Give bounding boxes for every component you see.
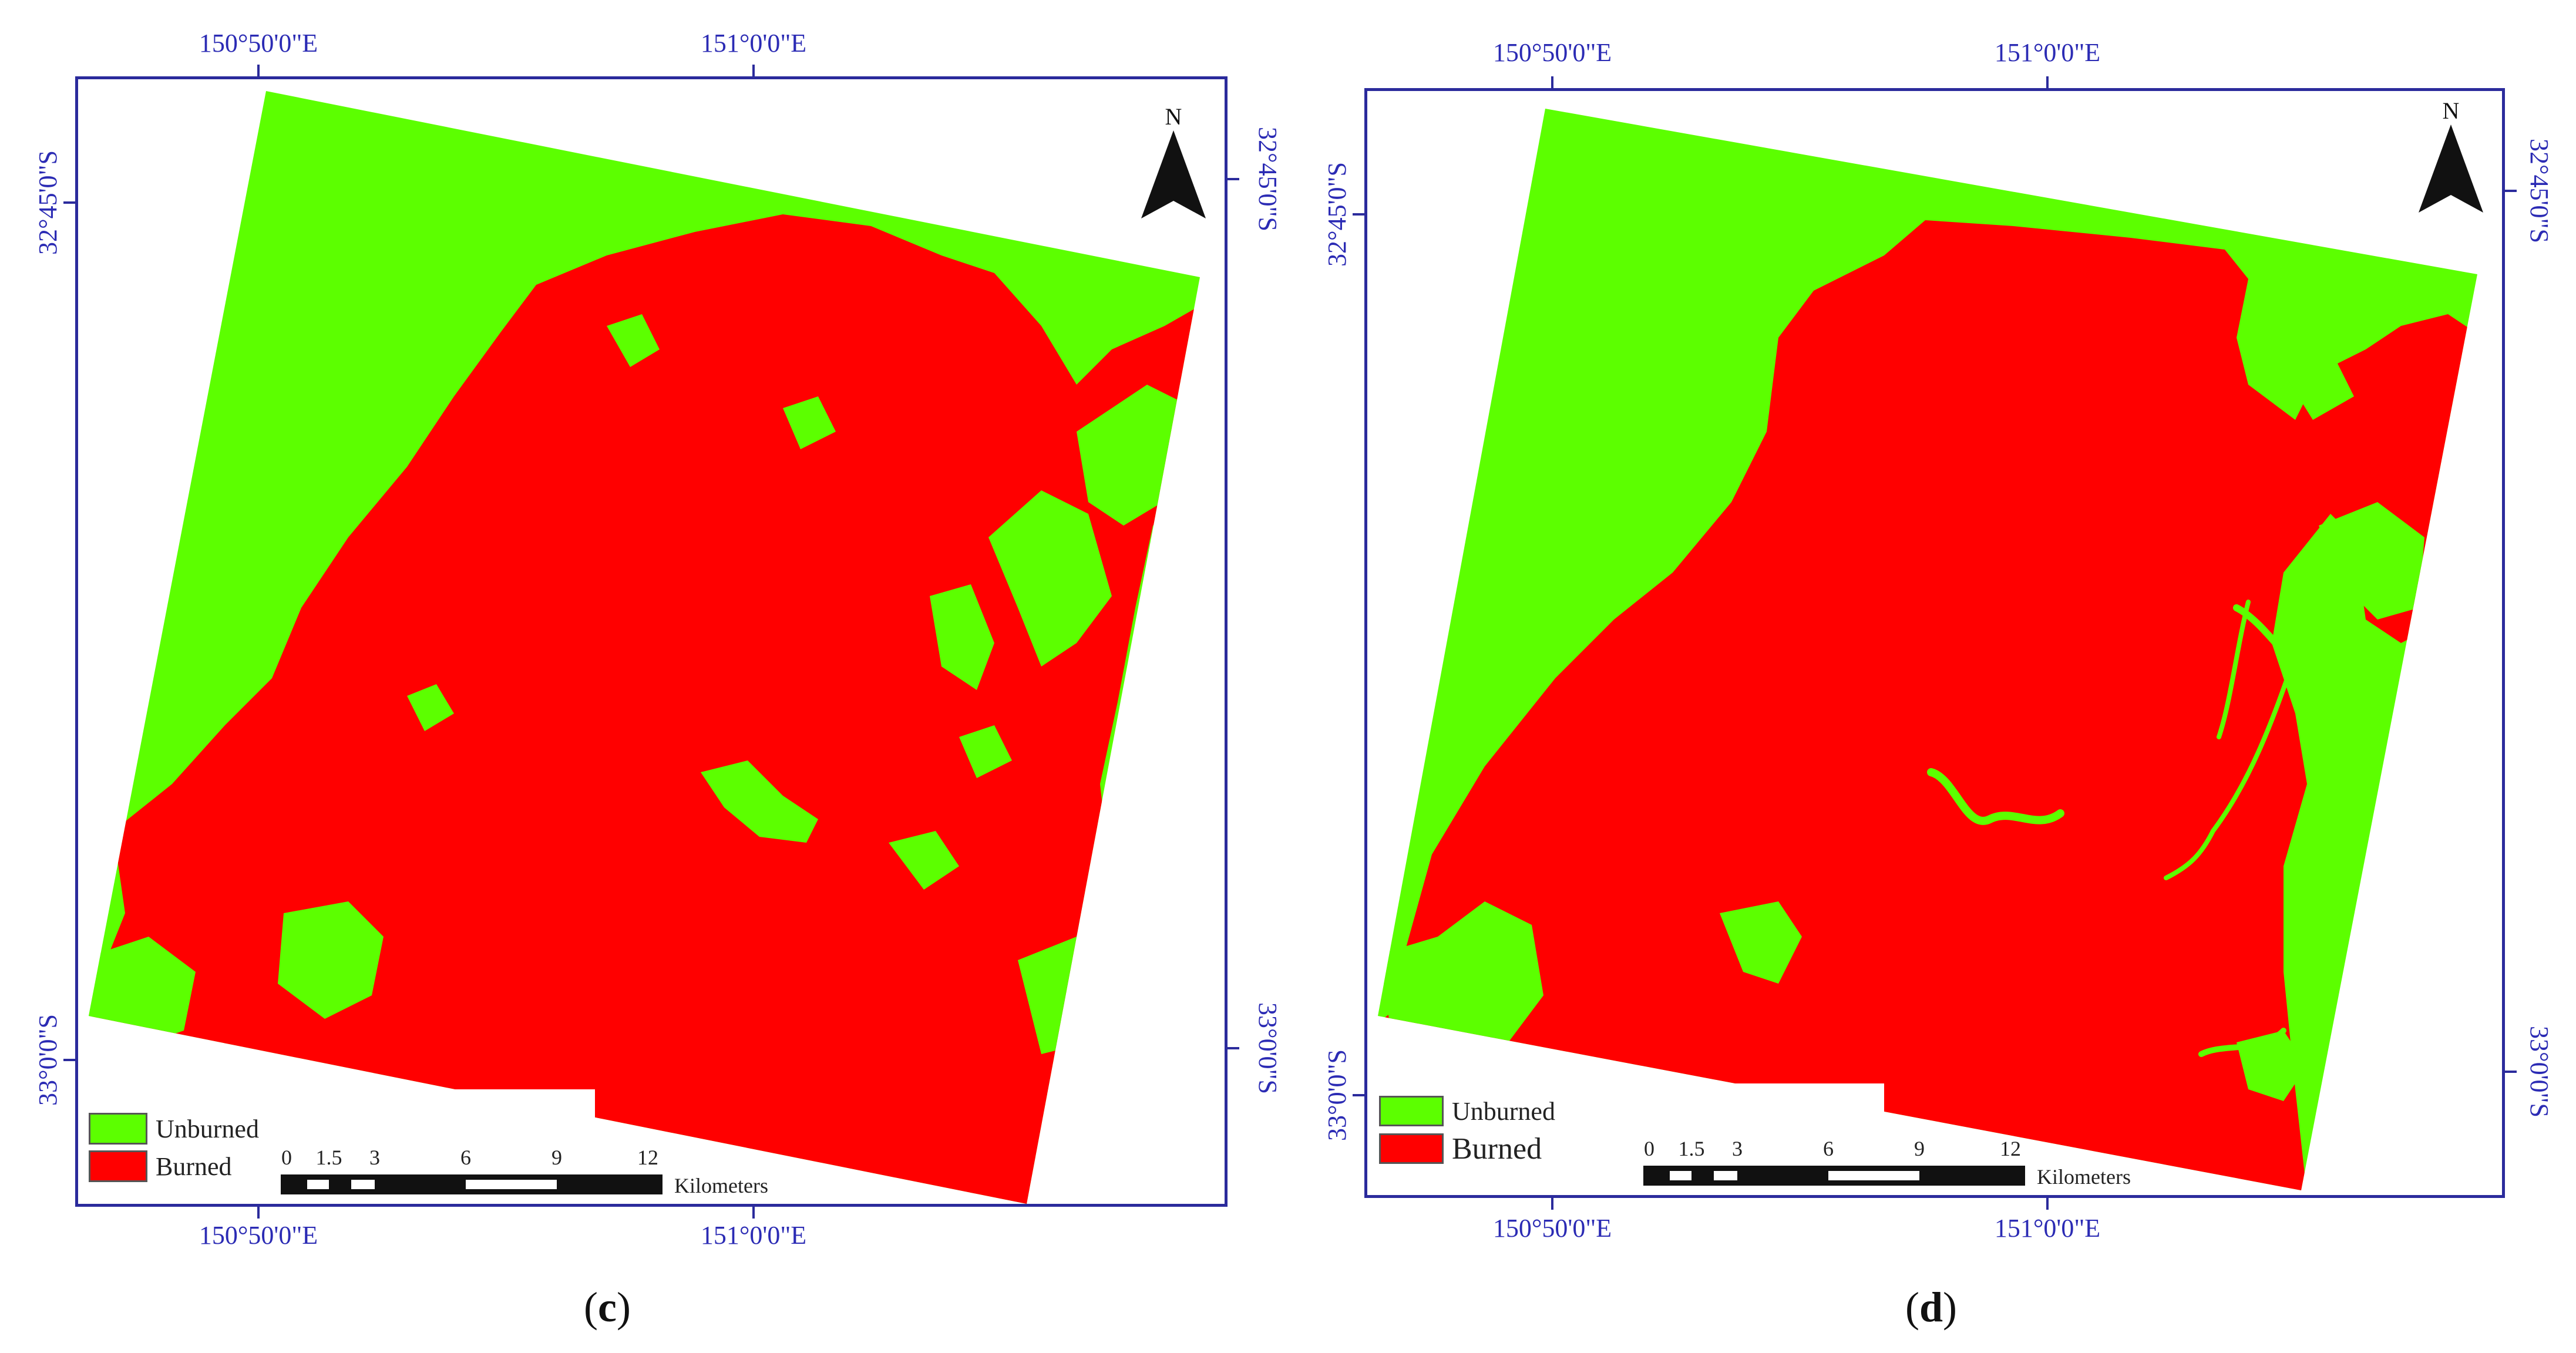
scale-tick-label: 6 [1823,1137,1834,1160]
panel-caption: (c) [584,1284,631,1331]
frame-tick [752,65,755,78]
longitude-label-bottom-left: 150°50'0"E [199,1221,318,1250]
scale-tick-label: 6 [460,1146,471,1169]
frame-tick [1226,178,1239,180]
unburned-patch [1720,901,1802,984]
unburned-patch [2319,502,2424,620]
north-arrow: N [1141,103,1206,221]
legend-swatch-unburned [89,1113,147,1145]
legend-item-burned: Burned [89,1147,259,1185]
unburned-patch [1379,901,1543,1054]
unburned-patch [889,831,959,890]
longitude-label-bottom-right: 151°0'0"E [700,1221,807,1250]
river-channel [2164,652,2298,880]
scale-tick-label: 0 [281,1146,292,1169]
longitude-label-top-right: 151°0'0"E [1994,38,2101,67]
frame-tick [257,65,260,78]
latitude-label-left-upper: 32°45'0"S [1323,162,1351,267]
river-channel [1927,768,2064,825]
latitude-label-right-lower: 33°0'0"S [1253,1002,1282,1094]
latitude-label-right-lower: 33°0'0"S [2525,1026,2554,1118]
unburned-patch [607,314,660,367]
legend-label-unburned: Unburned [1452,1096,1555,1126]
unburned-patch [959,725,1012,778]
frame-tick [63,201,76,204]
frame-tick [2046,1197,2049,1210]
latitude-label-left-lower: 33°0'0"S [1323,1049,1351,1141]
scale-tick-label: 12 [637,1146,658,1169]
unburned-patch [988,490,1112,667]
frame-tick [1551,1197,1553,1210]
map-panel-c: 150°50'0"E 151°0'0"E 150°50'0"E 151°0'0"… [33,29,1282,1331]
north-arrow-icon [2419,124,2483,213]
latitude-label-right-upper: 32°45'0"S [1253,127,1282,231]
frame-tick [1226,1047,1239,1049]
burn-map [78,91,1200,1204]
river-channel [2233,604,2328,846]
burned-area [1378,220,2477,1190]
river-channel [2217,600,2251,739]
map-frame: N Unburned Burned 0 1.5 3 6 9 12 [1364,88,2505,1198]
scale-bar: 0 1.5 3 6 9 12 Kilometers [281,1145,809,1204]
legend: Unburned Burned [89,1110,259,1185]
scale-tick-label: 3 [369,1146,380,1169]
legend-label-burned: Burned [156,1152,232,1181]
unburned-patch [407,684,454,731]
scale-bar: 0 1.5 3 6 9 12 Kilometers [1643,1136,2172,1195]
map-panel-d: 150°50'0"E 151°0'0"E 150°50'0"E 151°0'0"… [1288,0,2576,1353]
map-frame: N Unburned Burned 0 1.5 3 6 9 12 [75,76,1228,1207]
scale-tick-label: 0 [1644,1137,1654,1160]
latitude-label-right-upper: 32°45'0"S [2525,139,2554,243]
longitude-label-bottom-right: 151°0'0"E [1994,1214,2101,1243]
longitude-label-top-left: 150°50'0"E [199,29,318,58]
legend-label-burned: Burned [1452,1132,1542,1166]
scale-unit-label: Kilometers [674,1174,768,1197]
scale-tick-label: 9 [1914,1137,1925,1160]
north-label: N [1165,103,1182,130]
legend-item-burned: Burned [1379,1130,1555,1167]
scale-tick-label: 12 [2000,1137,2021,1160]
frame-tick [2504,190,2517,192]
frame-tick [1551,76,1553,89]
river-channel [2198,1028,2286,1057]
legend-swatch-burned [1379,1133,1444,1164]
frame-tick [1353,1094,1366,1096]
scale-tick-label: 9 [551,1146,562,1169]
legend-label-unburned: Unburned [156,1114,259,1143]
unburned-patch [278,901,384,1019]
scale-bar-graphic [1643,1166,2025,1186]
unburned-patch [783,396,836,449]
latitude-label-left-lower: 33°0'0"S [33,1014,62,1106]
scale-tick-label: 3 [1732,1137,1743,1160]
frame-tick [2504,1071,2517,1073]
longitude-label-top-left: 150°50'0"E [1492,38,1612,67]
frame-tick [63,1059,76,1061]
unburned-patch [701,760,818,843]
frame-tick [2046,76,2049,89]
north-arrow: N [2419,97,2483,216]
scale-tick-label: 1.5 [1678,1137,1705,1160]
legend-item-unburned: Unburned [89,1110,259,1147]
burn-map [1367,109,2477,1195]
unburned-patch [2237,1031,2307,1101]
unburned-patch [2284,349,2354,420]
latitude-label-left-upper: 32°45'0"S [33,150,62,255]
frame-tick [1353,213,1366,216]
unburned-patch [930,584,994,690]
scale-tick-label: 1.5 [315,1146,342,1169]
longitude-label-bottom-left: 150°50'0"E [1492,1214,1612,1243]
legend-swatch-unburned [1379,1096,1444,1126]
legend-item-unburned: Unburned [1379,1092,1555,1130]
longitude-label-top-right: 151°0'0"E [700,29,807,58]
frame-tick [752,1206,755,1219]
legend: Unburned Burned [1379,1092,1555,1167]
scale-unit-label: Kilometers [2037,1165,2131,1189]
north-label: N [2442,97,2460,124]
north-arrow-icon [1141,130,1206,218]
panel-caption: (d) [1905,1284,1958,1331]
legend-swatch-burned [89,1150,147,1182]
frame-tick [257,1206,260,1219]
scale-bar-graphic [281,1174,663,1194]
